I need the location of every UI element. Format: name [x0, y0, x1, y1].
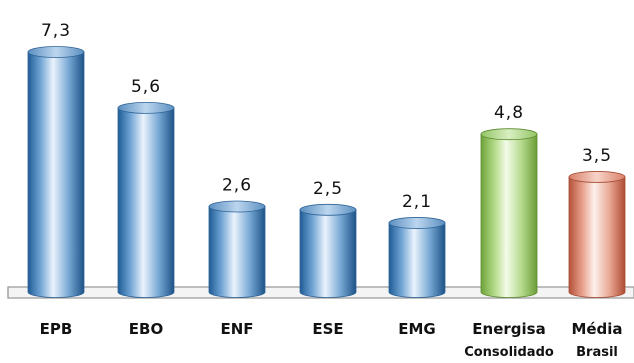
category-label: ESE: [312, 320, 343, 338]
bar-body: [117, 107, 175, 298]
value-label-group: 7,3 5,6 2,6 2,5 2,1 4,8 3,5: [41, 21, 612, 212]
category-label-group: EPB EBO ENF ESE EMG Energisa Consolidado Média B…: [40, 320, 623, 360]
category-sublabel: Consolidado: [464, 345, 554, 360]
value-label: 5,6: [131, 77, 161, 97]
category-sublabel: Brasil: [576, 345, 618, 360]
bar-ebo: [117, 101, 175, 298]
bar-top: [299, 203, 357, 216]
bar-body: [388, 222, 446, 298]
bar-top: [208, 200, 266, 213]
value-label: 3,5: [582, 146, 612, 166]
bar-body: [208, 206, 266, 298]
bar-top: [117, 101, 175, 114]
bar-body: [568, 176, 626, 298]
bar-ese: [299, 203, 357, 298]
value-label: 2,6: [222, 176, 252, 196]
bar-body: [480, 133, 538, 298]
bar-enf: [208, 200, 266, 298]
category-label: Energisa: [472, 320, 545, 338]
bar-media: [568, 171, 626, 298]
bar-body: [27, 51, 85, 298]
bar-top: [480, 128, 538, 141]
bar-group: [27, 46, 626, 298]
bar-top: [27, 46, 85, 58]
value-label: 4,8: [494, 103, 524, 123]
category-label: ENF: [220, 320, 253, 338]
category-label: EMG: [398, 320, 436, 338]
bar-energisa: [480, 128, 538, 298]
bar-epb: [27, 46, 85, 298]
value-label: 2,5: [313, 179, 343, 199]
bar-body: [299, 209, 357, 298]
category-label: Média: [571, 320, 622, 338]
category-label: EPB: [40, 320, 73, 338]
bar-top: [568, 171, 626, 183]
value-label: 7,3: [41, 21, 71, 41]
category-label: EBO: [129, 320, 163, 338]
value-label: 2,1: [402, 192, 432, 212]
bar-top: [388, 217, 446, 229]
bar-emg: [388, 217, 446, 298]
